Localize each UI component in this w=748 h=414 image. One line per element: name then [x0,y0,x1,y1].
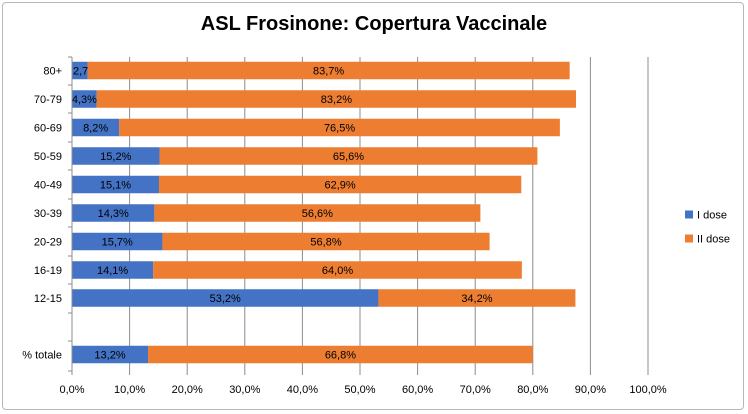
bar-i-dose [72,261,154,279]
x-tick-label: 10,0% [114,384,145,396]
data-label: 53,2% [210,293,241,305]
data-label: 14,1% [97,265,128,277]
category-label: 40-49 [34,180,62,192]
bar-ii-dose [148,345,533,364]
category-label: 16-19 [34,265,62,277]
x-tick-label: 30,0% [229,384,260,396]
bar-i-dose [72,345,149,364]
category-label: 20-29 [34,237,62,249]
x-tick-label: 100,0% [629,384,667,396]
category-label: 60-69 [34,123,62,135]
data-label: 65,6% [333,151,364,163]
data-label: 56,6% [302,208,333,220]
data-label: 76,5% [324,123,355,135]
data-label: 83,7% [313,66,344,78]
category-label: 12-15 [34,293,62,305]
x-tick-label: 0,0% [59,384,84,396]
x-tick-label: 50,0% [344,384,375,396]
data-label: 8,2% [83,123,108,135]
bar-i-dose [72,232,163,251]
data-label: 4,3% [72,94,97,106]
bar-i-dose [72,147,160,165]
data-label: 13,2% [94,350,125,362]
data-label: 56,8% [310,237,341,249]
legend-label: I dose [697,210,727,222]
data-label: 15,2% [100,151,131,163]
legend-swatch-i-dose [685,210,693,219]
data-label: 83,2% [321,94,352,106]
bar-ii-dose [158,175,522,194]
legend-swatch-ii-dose [685,234,693,243]
data-label: 34,2% [461,293,492,305]
bar-ii-dose [153,261,522,279]
x-tick-label: 20,0% [172,384,203,396]
data-label: 62,9% [325,180,356,192]
bar-ii-dose [96,90,576,108]
x-tick-label: 90,0% [575,384,606,396]
chart-title: ASL Frosinone: Copertura Vaccinale [200,13,548,35]
x-tick-label: 40,0% [287,384,318,396]
data-label: 64,0% [322,265,353,277]
bar-i-dose [72,204,155,222]
x-tick-label: 60,0% [402,384,433,396]
bar-i-dose [72,90,97,108]
x-tick-label: 70,0% [460,384,491,396]
bar-ii-dose [87,61,570,80]
bar-ii-dose [162,232,490,251]
x-tick-label: 80,0% [517,384,548,396]
data-label: 66,8% [325,350,356,362]
data-label: 15,7% [102,237,133,249]
bar-ii-dose [159,147,538,165]
category-label: 30-39 [34,208,62,220]
bar-ii-dose [154,204,481,222]
bar-i-dose [72,61,88,80]
category-label: 70-79 [34,94,62,106]
bar-i-dose [72,175,159,194]
legend-label: II dose [697,234,730,246]
data-label: 14,3% [98,208,129,220]
bar-ii-dose [378,289,576,307]
category-label: 50-59 [34,151,62,163]
bar-i-dose [72,118,120,137]
bar-ii-dose [119,118,560,137]
category-label: % totale [22,350,62,362]
bar-i-dose [72,289,379,307]
category-label: 80+ [43,66,62,78]
data-label: 15,1% [100,180,131,192]
